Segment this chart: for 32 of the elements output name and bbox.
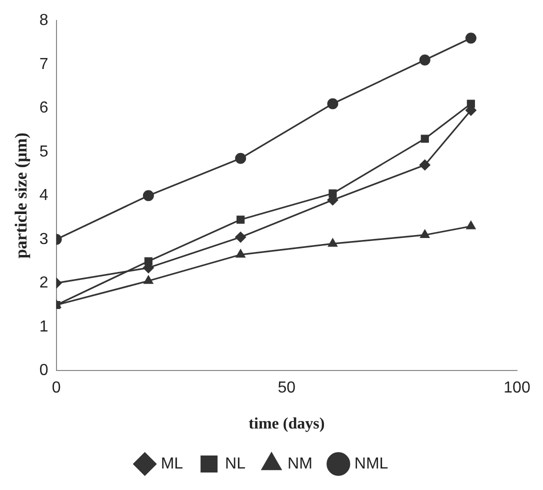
point (420, 229, 430, 238)
point (142, 190, 154, 202)
point (144, 275, 154, 284)
point (419, 159, 430, 170)
point (466, 220, 476, 230)
y-tick-label: 4 (39, 187, 48, 204)
y-tick-label: 7 (39, 56, 48, 73)
point (236, 249, 246, 258)
legend-label: NL (225, 455, 246, 472)
y-tick-label: 3 (39, 230, 48, 248)
legend-label: NML (354, 455, 388, 472)
point (327, 98, 338, 110)
x-axis-title: time (days) (248, 416, 325, 433)
y-tick-label: 1 (39, 318, 48, 336)
x-tick-label: 100 (504, 380, 530, 397)
point (465, 32, 476, 44)
point (235, 152, 246, 164)
point (236, 216, 245, 224)
x-tick-label: 50 (278, 380, 296, 397)
y-tick-label: 2 (39, 274, 48, 292)
y-tick-label: 8 (39, 12, 48, 30)
x-tick-label: 0 (52, 380, 61, 397)
legend-label: ML (160, 455, 184, 472)
point (328, 238, 338, 247)
y-tick-label: 0 (39, 362, 48, 380)
y-axis-title: particle size (µm) (12, 132, 31, 259)
y-tick-label: 6 (39, 100, 48, 117)
point (419, 54, 430, 66)
point (420, 134, 429, 143)
point (235, 232, 246, 243)
y-tick-label: 5 (39, 143, 48, 160)
legend-label: NM (288, 455, 312, 472)
